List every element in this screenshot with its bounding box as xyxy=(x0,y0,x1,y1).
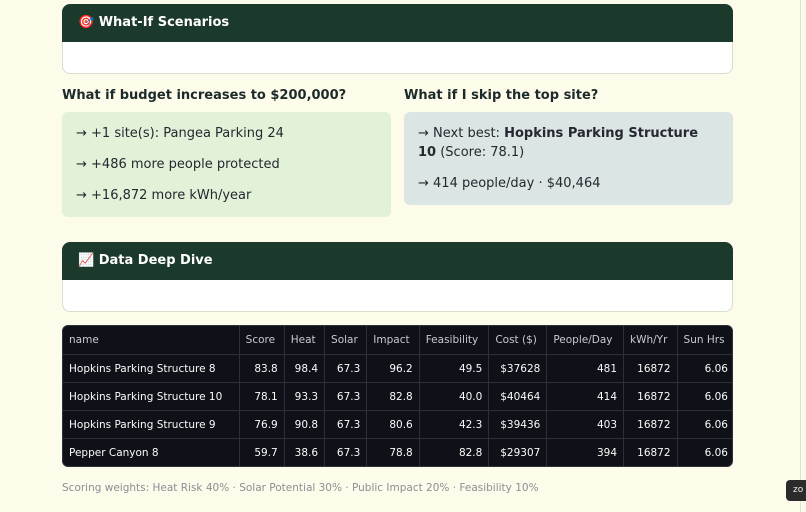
table-cell: 6.06 xyxy=(677,354,732,383)
table-cell: 394 xyxy=(546,438,624,466)
column-header: People/Day xyxy=(546,326,624,355)
table-cell: 481 xyxy=(546,354,624,383)
section-panel xyxy=(62,280,733,312)
scenario-box: → Next best: Hopkins Parking Structure 1… xyxy=(404,112,733,205)
scenario-box: → +1 site(s): Pangea Parking 24 → +486 m… xyxy=(62,112,391,217)
scenario-line: → +1 site(s): Pangea Parking 24 xyxy=(76,126,284,141)
table-cell: 67.3 xyxy=(324,382,368,411)
table-cell: 16872 xyxy=(623,382,678,411)
table-cell: 82.8 xyxy=(366,382,420,411)
scenario-line: → +16,872 more kWh/year xyxy=(76,188,252,203)
column-header: Score xyxy=(239,326,285,355)
table-cell: Hopkins Parking Structure 9 xyxy=(63,410,240,439)
table-cell: 414 xyxy=(546,382,624,411)
table-cell: 90.8 xyxy=(284,410,326,439)
table-cell: 83.8 xyxy=(239,354,285,383)
column-header: Heat xyxy=(284,326,326,355)
table-cell: $37628 xyxy=(488,354,548,383)
scenario-line: → +486 more people protected xyxy=(76,157,280,172)
section-header: 📈 Data Deep Dive xyxy=(62,242,733,280)
table-cell: 6.06 xyxy=(704,446,728,459)
text: → Next best: xyxy=(418,126,505,141)
table-cell: 40.0 xyxy=(419,382,490,411)
section-header: 🎯 What-If Scenarios xyxy=(62,4,733,42)
scenario-line: → Next best: Hopkins Parking Structure 1… xyxy=(418,124,719,162)
table-cell: Hopkins Parking Structure 10 xyxy=(63,382,240,411)
table-cell: 403 xyxy=(546,410,624,439)
table-cell: 38.6 xyxy=(284,438,326,466)
table-cell: 78.1 xyxy=(239,382,285,411)
scenario-heading: What if I skip the top site? xyxy=(404,88,599,103)
table-cell: 6.06 xyxy=(677,382,732,411)
column-header: Cost ($) xyxy=(488,326,548,355)
table-cell: Pepper Canyon 8 xyxy=(63,438,240,466)
table-cell: $39436 xyxy=(488,410,548,439)
table-cell: 82.8 xyxy=(419,438,490,466)
column-header: Impact xyxy=(366,326,420,355)
table-cell: 98.4 xyxy=(284,354,326,383)
scenario-line: → 414 people/day · $40,464 xyxy=(418,176,601,191)
section-panel xyxy=(62,42,733,74)
table-cell: 59.7 xyxy=(239,438,285,466)
table-cell: 93.3 xyxy=(284,382,326,411)
table-cell: Hopkins Parking Structure 8 xyxy=(63,354,240,383)
site-name: Hopkins Parking Structure 10 xyxy=(418,126,699,160)
scroll-edge xyxy=(800,0,801,512)
table-cell: 67.3 xyxy=(324,438,368,466)
table-cell: 6.06 xyxy=(677,410,732,439)
column-header: Feasibility xyxy=(419,326,490,355)
footer-note: Scoring weights: Heat Risk 40% · Solar P… xyxy=(62,482,539,494)
table-row: Hopkins Parking Structure 8 83.8 98.4 67.3 9… xyxy=(63,354,732,383)
header-row: name Score Heat Solar Impact Feasibility Cost … xyxy=(63,326,732,355)
table-cell: 16872 xyxy=(623,354,678,383)
column-header: Solar xyxy=(324,326,368,355)
column-header: kWh/Yr xyxy=(623,326,678,355)
table-cell: $40464 xyxy=(488,382,548,411)
text: (Score: 78.1) xyxy=(436,145,525,160)
column-header: name xyxy=(63,326,240,355)
table-row: Hopkins Parking Structure 9 76.9 90.8 67.3 8… xyxy=(63,410,732,439)
table-cell: 80.6 xyxy=(366,410,420,439)
data-table: name Score Heat Solar Impact Feasibility Cost … xyxy=(62,325,733,467)
table-cell: 67.3 xyxy=(324,410,368,439)
table-cell: 16872 xyxy=(623,410,678,439)
table-cell: 78.8 xyxy=(366,438,420,466)
table-cell: 42.3 xyxy=(419,410,490,439)
column-header: Sun Hrs xyxy=(677,326,732,355)
scenario-heading: What if budget increases to $200,000? xyxy=(62,88,347,103)
table-cell: 16872 xyxy=(623,438,678,466)
table-row: Pepper Canyon 8 59.7 38.6 67.3 78.8 82.8 $2930… xyxy=(63,438,732,466)
table-cell: 76.9 xyxy=(239,410,285,439)
table-row: Hopkins Parking Structure 10 78.1 93.3 67.3… xyxy=(63,382,732,411)
corner-button[interactable]: zo xyxy=(786,480,806,501)
table-cell: 49.5 xyxy=(419,354,490,383)
table: name Score Heat Solar Impact Feasibility Cost … xyxy=(63,326,732,466)
table-cell: 67.3 xyxy=(324,354,368,383)
table-cell: $29307 xyxy=(488,438,548,466)
table-cell: 96.2 xyxy=(366,354,420,383)
